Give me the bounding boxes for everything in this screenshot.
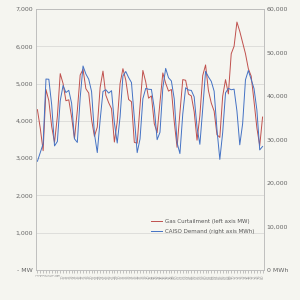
Gas Curtailment (left axis MW) [175,146,179,149]
Line: Gas Curtailment (left axis MW): Gas Curtailment (left axis MW) [38,22,262,151]
Gas Curtailment (left axis MW) [36,108,39,112]
CAISO Demand (right axis MWh) [172,97,176,101]
Gas Curtailment (left axis MW) [184,79,188,82]
Gas Curtailment (left axis MW) [241,41,244,44]
CAISO Demand (right axis MWh) [138,137,142,141]
Line: CAISO Demand (right axis MWh): CAISO Demand (right axis MWh) [38,66,262,161]
CAISO Demand (right axis MWh) [261,145,264,148]
Gas Curtailment (left axis MW) [41,149,45,152]
CAISO Demand (right axis MWh) [184,86,188,90]
Gas Curtailment (left axis MW) [261,115,264,119]
CAISO Demand (right axis MWh) [81,64,85,68]
Gas Curtailment (left axis MW) [138,104,142,108]
CAISO Demand (right axis MWh) [36,160,39,163]
CAISO Demand (right axis MWh) [238,143,242,147]
Gas Curtailment (left axis MW) [192,110,196,113]
Gas Curtailment (left axis MW) [235,20,239,24]
CAISO Demand (right axis MWh) [192,95,196,99]
CAISO Demand (right axis MWh) [175,141,179,145]
Gas Curtailment (left axis MW) [172,120,176,123]
Legend: Gas Curtailment (left axis MW), CAISO Demand (right axis MWh): Gas Curtailment (left axis MW), CAISO De… [149,217,257,236]
